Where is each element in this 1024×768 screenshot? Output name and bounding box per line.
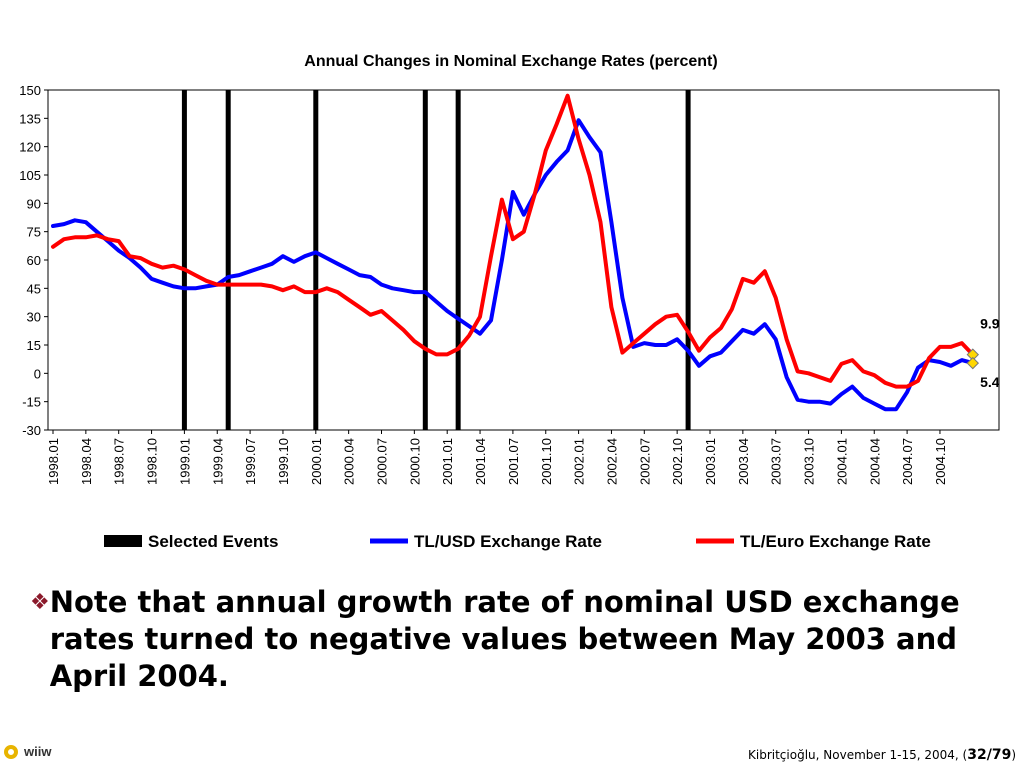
- x-tick-label: 2001.07: [506, 438, 521, 485]
- x-tick-label: 2001.10: [539, 438, 554, 485]
- y-tick-label: 105: [19, 168, 41, 183]
- diamond-bullet-icon: ❖: [30, 589, 50, 614]
- legend-label-euro: TL/Euro Exchange Rate: [740, 532, 931, 551]
- x-tick-label: 2002.04: [604, 438, 619, 485]
- x-tick-label: 2001.01: [440, 438, 455, 485]
- y-tick-label: 60: [27, 253, 41, 268]
- x-tick-label: 2004.01: [834, 438, 849, 485]
- x-tick-label: 1999.04: [210, 438, 225, 485]
- event-bar: [422, 90, 428, 430]
- credit-close: ): [1011, 748, 1016, 762]
- end-value-marker: [966, 356, 980, 370]
- plot-area-frame: [47, 89, 1000, 431]
- y-tick-label: -15: [22, 395, 41, 410]
- footer-logo: wiiw: [4, 744, 51, 759]
- euro-series-line: [51, 93, 975, 389]
- event-bar: [455, 90, 461, 430]
- usd-series-line: [51, 118, 975, 412]
- legend-label-events: Selected Events: [148, 532, 278, 551]
- footer-credit: Kibritçioğlu, November 1-15, 2004, (32/7…: [748, 747, 1016, 763]
- x-tick-label: 1998.04: [79, 438, 94, 485]
- y-tick-label: 135: [19, 111, 41, 126]
- end-value-label: 9.9: [980, 316, 1000, 332]
- logo-wordmark: wiiw: [24, 744, 52, 759]
- y-tick-label: 30: [27, 310, 41, 325]
- y-tick-label: 45: [27, 281, 41, 296]
- y-tick-label: -30: [22, 423, 41, 438]
- y-tick-label: 90: [27, 196, 41, 211]
- selected-events: [181, 90, 691, 430]
- y-tick-label: 15: [27, 338, 41, 353]
- note-text: Note that annual growth rate of nominal …: [49, 585, 960, 693]
- wiiw-ring-logo-icon: [4, 744, 18, 759]
- y-tick-label: 0: [34, 366, 41, 381]
- y-tick-label: 75: [27, 225, 41, 240]
- exchange-rate-chart: Annual Changes in Nominal Exchange Rates…: [19, 53, 1000, 551]
- x-tick-label: 2004.10: [933, 438, 948, 485]
- x-tick-label: 1998.10: [145, 438, 160, 485]
- x-tick-label: 2001.04: [473, 438, 488, 485]
- event-bar: [225, 90, 231, 430]
- series-lines: [51, 93, 975, 412]
- event-bar: [313, 90, 319, 430]
- x-tick-label: 1999.10: [276, 438, 291, 485]
- x-tick-label: 2000.01: [309, 438, 324, 485]
- event-bar: [181, 90, 187, 430]
- x-tick-label: 1999.07: [243, 438, 258, 485]
- end-value-label: 5.4: [980, 374, 1000, 390]
- chart-legend: Selected Events TL/USD Exchange Rate TL/…: [104, 532, 931, 551]
- end-value-annotations: 9.9 5.4: [966, 316, 1000, 390]
- y-tick-label: 150: [19, 83, 41, 98]
- credit-text: Kibritçioğlu, November 1-15, 2004, (: [748, 748, 968, 762]
- x-tick-label: 2004.07: [900, 438, 915, 485]
- chart-title: Annual Changes in Nominal Exchange Rates…: [304, 53, 717, 70]
- legend-swatch-events: [104, 535, 142, 547]
- x-tick-label: 2002.07: [637, 438, 652, 485]
- note-bullet: ❖ Note that annual growth rate of nomina…: [30, 584, 990, 695]
- x-tick-label: 2003.07: [769, 438, 784, 485]
- x-tick-label: 2000.10: [407, 438, 422, 485]
- x-tick-label: 2002.10: [670, 438, 685, 485]
- x-tick-label: 2000.04: [342, 438, 357, 485]
- legend-label-usd: TL/USD Exchange Rate: [414, 532, 602, 551]
- x-tick-label: 1998.07: [112, 438, 127, 485]
- event-bar: [685, 90, 691, 430]
- page-number: 32/79: [967, 747, 1012, 763]
- x-tick-label: 2000.07: [375, 438, 390, 485]
- x-tick-label: 1998.01: [46, 438, 61, 485]
- y-tick-label: 120: [19, 140, 41, 155]
- x-tick-label: 2002.01: [572, 438, 587, 485]
- x-tick-label: 2003.10: [802, 438, 817, 485]
- x-tick-label: 1999.01: [177, 438, 192, 485]
- x-tick-label: 2004.04: [867, 438, 882, 485]
- x-axis: 1998.01 1998.04 1998.07 1998.10 1999.01 1999.…: [46, 430, 948, 485]
- x-tick-label: 2003.04: [736, 438, 751, 485]
- x-tick-label: 2003.01: [703, 438, 718, 485]
